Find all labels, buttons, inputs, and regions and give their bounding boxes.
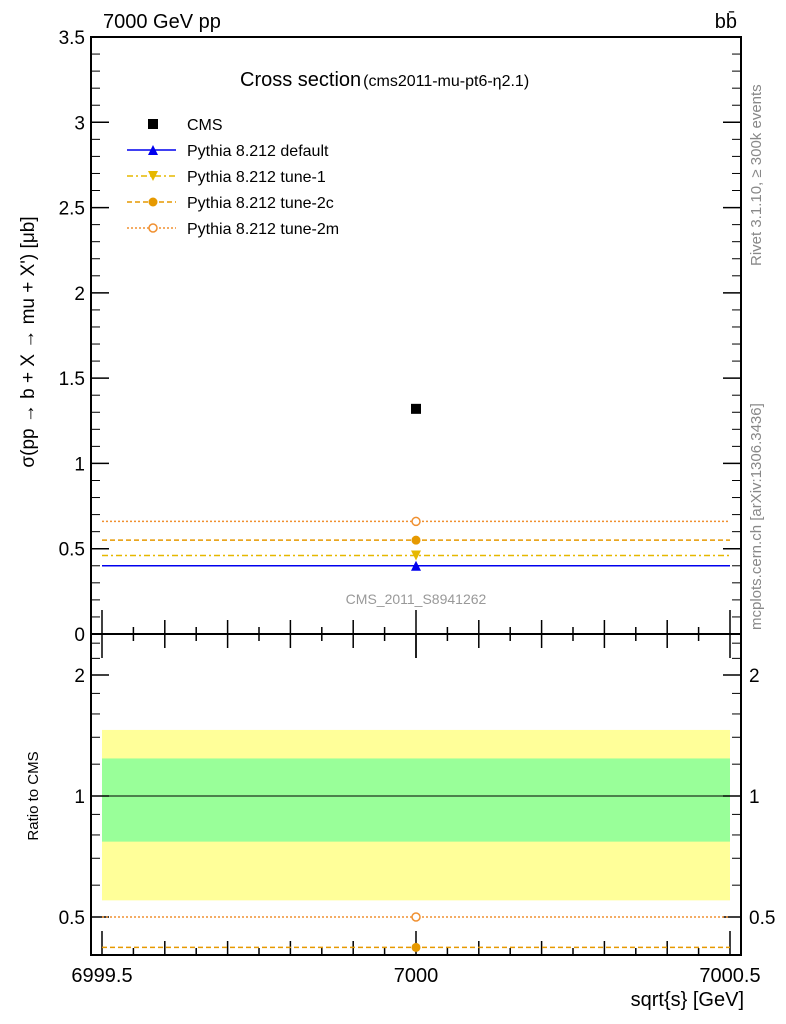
ratio-tick-label-right: 2: [749, 666, 760, 687]
series-marker-1: [411, 550, 421, 561]
legend-label-4: Pythia 8.212 tune-2m: [187, 221, 339, 238]
series-marker-3: [411, 516, 421, 527]
y-tick-label: 0.5: [59, 540, 85, 561]
header-left: 7000 GeV pp: [103, 11, 221, 33]
y-tick-label: 3.5: [59, 28, 85, 49]
x-axis-label: sqrt{s} [GeV]: [631, 989, 744, 1011]
chart-title: Cross section (cms2011-mu-pt6-η2.1): [240, 69, 529, 91]
legend-marker-2: [148, 171, 158, 181]
series-marker-0: [411, 560, 421, 571]
legend-label-2: Pythia 8.212 tune-1: [187, 169, 326, 186]
watermark: CMS_2011_S8941262: [346, 591, 487, 607]
side-label-top: Rivet 3.1.10, ≥ 300k events: [748, 84, 765, 266]
y-tick-label: 2.5: [59, 199, 85, 220]
ratio-tick-label: 1: [74, 787, 85, 808]
legend-marker-3: [148, 197, 158, 207]
y-tick-label: 1: [74, 454, 85, 475]
title: Cross section: [240, 69, 361, 91]
x-tick-label: 6999.5: [71, 965, 132, 987]
ratio-tick-label: 2: [74, 666, 85, 687]
legend-label-3: Pythia 8.212 tune-2c: [187, 195, 334, 212]
subtitle: (cms2011-mu-pt6-η2.1): [363, 73, 529, 90]
ratio-tick-label-right: 1: [749, 787, 760, 808]
cms-data-point: [411, 403, 421, 414]
legend-label-0: CMS: [187, 117, 223, 134]
ratio-tick-label: 0.5: [59, 908, 85, 929]
ratio-band-inner: [102, 758, 730, 842]
x-tick-label: 7000: [394, 965, 439, 987]
x-tick-label: 7000.5: [699, 965, 760, 987]
y-axis-label: σ(pp → b + X → mu + X') [μb]: [18, 216, 39, 467]
side-label-bottom: mcplots.cern.ch [arXiv:1306.3436]: [748, 403, 765, 630]
ratio-tick-label-right: 0.5: [749, 908, 775, 929]
header-right: bb̄: [715, 10, 737, 33]
ratio-marker-2: [411, 942, 421, 952]
y-tick-label: 1.5: [59, 369, 85, 390]
legend-label-1: Pythia 8.212 default: [187, 143, 329, 160]
series-marker-2: [411, 535, 421, 545]
y-tick-label: 2: [74, 284, 85, 305]
legend-marker-1: [148, 145, 158, 155]
y-tick-label: 0: [74, 625, 85, 646]
legend-marker-0: [148, 119, 158, 129]
legend-marker-4: [148, 223, 158, 233]
y-tick-label: 3: [74, 113, 85, 134]
ratio-marker-3: [411, 912, 421, 922]
ratio-y-axis-label: Ratio to CMS: [25, 751, 42, 840]
